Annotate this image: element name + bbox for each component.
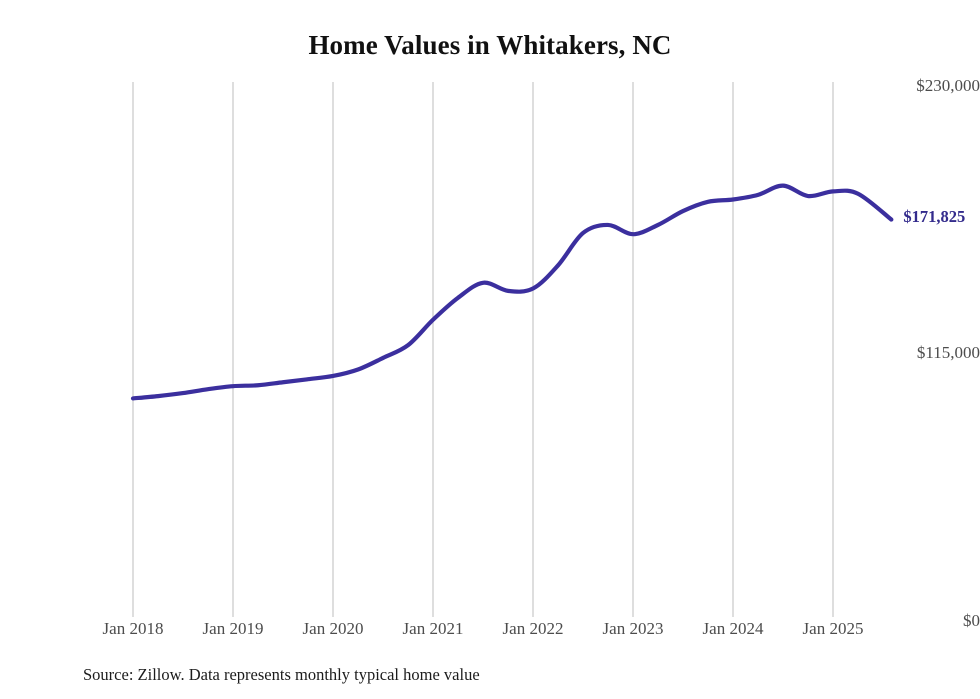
y-axis-tick-mid: $115,000 bbox=[916, 343, 980, 362]
x-axis-tick-jan-2019: Jan 2019 bbox=[202, 619, 264, 638]
chart-title: Home Values in Whitakers, NC bbox=[308, 30, 672, 60]
x-axis-tick-jan-2018: Jan 2018 bbox=[102, 619, 164, 638]
series-line-typical-home-value bbox=[130, 183, 894, 401]
x-axis-tick-jan-2025: Jan 2025 bbox=[802, 619, 864, 638]
source-note: Source: Zillow. Data represents monthly … bbox=[83, 665, 480, 684]
series-end-value-label: $171,825 bbox=[903, 206, 966, 226]
x-axis-tick-jan-2024: Jan 2024 bbox=[702, 619, 764, 638]
x-axis-tick-jan-2021: Jan 2021 bbox=[402, 619, 464, 638]
x-axis-tick-jan-2023: Jan 2023 bbox=[602, 619, 664, 638]
y-axis-tick-max: $230,000 bbox=[916, 76, 980, 95]
x-gridlines bbox=[132, 82, 834, 617]
y-axis-tick-zero: $0 bbox=[963, 611, 980, 630]
x-axis-tick-jan-2020: Jan 2020 bbox=[302, 619, 364, 638]
x-axis-tick-jan-2022: Jan 2022 bbox=[502, 619, 564, 638]
